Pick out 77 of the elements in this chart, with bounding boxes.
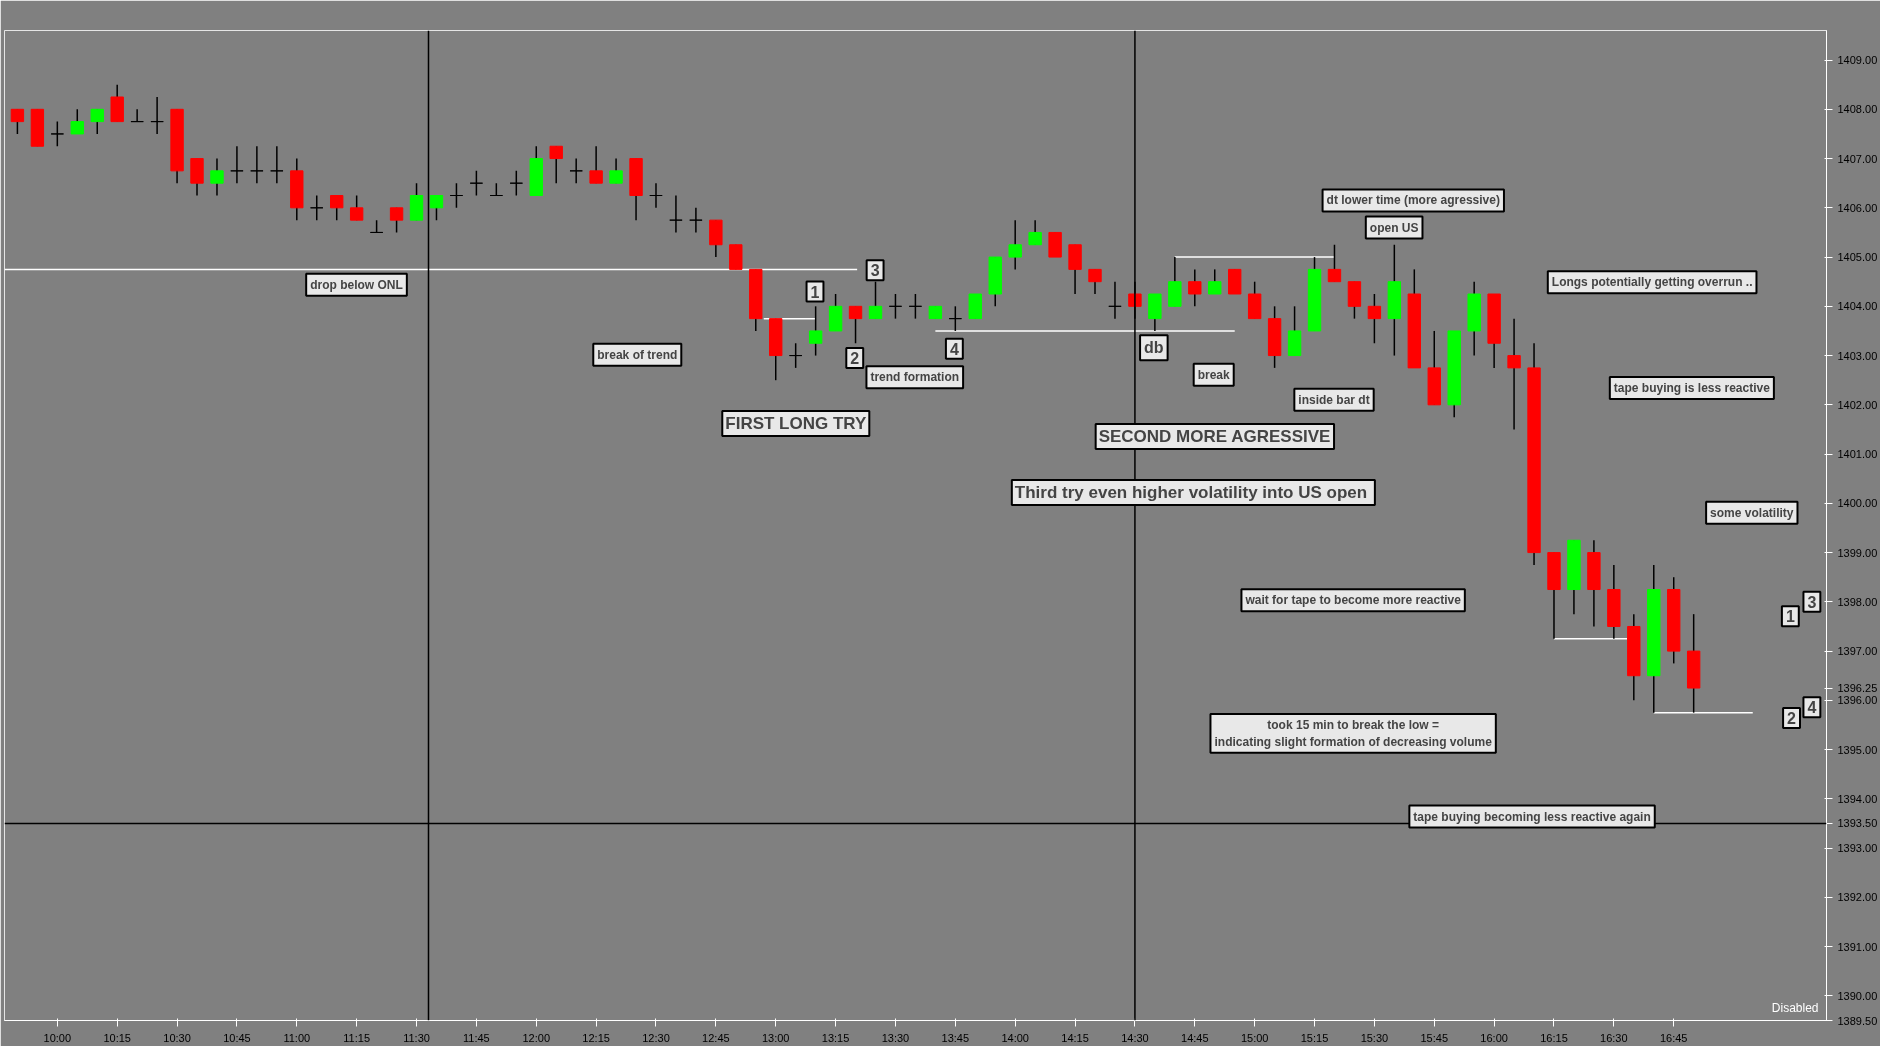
x-tick-label: 15:45 [1420, 1031, 1449, 1044]
y-tick-label: 1393.50 [1837, 817, 1878, 830]
annotation: FIRST LONG TRY [725, 414, 867, 434]
annotation: SECOND MORE AGRESSIVE [1098, 426, 1331, 446]
x-tick-label: 11:30 [403, 1031, 430, 1044]
x-tick-label: 12:45 [702, 1031, 730, 1044]
y-tick-label: 1397.00 [1837, 645, 1878, 658]
y-tick-label: 1405.00 [1837, 251, 1878, 264]
annotation: 1 [1785, 608, 1795, 626]
annotation: wait for tape to become more reactive [1244, 593, 1462, 608]
annotation: dt lower time (more agressive) [1326, 193, 1500, 208]
annotation: 1 [810, 283, 820, 301]
y-tick-label: 1393.00 [1837, 842, 1878, 855]
x-tick-label: 16:00 [1480, 1031, 1508, 1044]
x-tick-label: 11:00 [283, 1031, 311, 1044]
y-tick-label: 1392.00 [1837, 891, 1878, 904]
x-tick-label: 13:30 [881, 1031, 910, 1044]
y-tick-label: 1408.00 [1837, 103, 1878, 116]
annotation: 4 [1807, 699, 1817, 717]
x-tick-label: 10:00 [43, 1031, 72, 1044]
y-tick-label: 1401.00 [1837, 448, 1878, 461]
annotation: some volatility [1710, 505, 1794, 520]
annotation: break of trend [597, 347, 678, 362]
annotation: 3 [1807, 593, 1817, 611]
x-tick-label: 13:00 [761, 1031, 790, 1044]
y-tick-label: 1389.50 [1837, 1014, 1878, 1027]
y-tick-label: 1398.00 [1837, 595, 1878, 608]
annotation: drop below ONL [310, 277, 403, 292]
annotation: 2 [850, 350, 860, 368]
x-tick-label: 10:45 [223, 1031, 251, 1044]
x-tick-label: 15:00 [1240, 1031, 1269, 1044]
y-tick-label: 1407.00 [1837, 152, 1878, 165]
x-tick-label: 14:15 [1061, 1031, 1089, 1044]
x-tick-label: 10:30 [163, 1031, 191, 1044]
x-tick-label: 15:15 [1300, 1031, 1329, 1044]
annotation: Third try even higher volatility into US open [1014, 483, 1368, 503]
y-tick-label: 1406.00 [1837, 201, 1878, 214]
x-tick-label: 12:30 [642, 1031, 670, 1044]
y-tick-label: 1403.00 [1837, 349, 1878, 362]
y-tick-label: 1394.00 [1837, 792, 1878, 805]
annotation: break [1197, 367, 1231, 382]
x-tick-label: 14:00 [1001, 1031, 1029, 1044]
annotation: tape buying becoming less reactive again [1413, 809, 1651, 824]
annotation: Disabled [1771, 1000, 1819, 1015]
y-tick-label: 1399.00 [1837, 546, 1878, 559]
annotation: 2 [1787, 710, 1797, 728]
annotation: Longs potentially getting overrun .. [1551, 275, 1753, 290]
y-tick-label: 1396.25 [1837, 682, 1878, 695]
x-tick-label: 13:45 [941, 1031, 970, 1044]
x-tick-label: 16:15 [1540, 1031, 1568, 1044]
y-tick-label: 1391.00 [1837, 940, 1878, 953]
x-tick-label: 11:15 [343, 1031, 371, 1044]
x-tick-label: 13:15 [821, 1031, 850, 1044]
annotation: inside bar dt [1298, 392, 1370, 407]
annotation: 4 [949, 340, 959, 358]
x-tick-label: 14:30 [1121, 1031, 1149, 1044]
x-tick-label: 12:00 [522, 1031, 551, 1044]
annotation: took 15 min to break the low = indicating slight formation of decreasing volume [1214, 718, 1493, 749]
annotation: open US [1369, 220, 1419, 235]
y-tick-label: 1396.00 [1837, 694, 1878, 707]
annotation: 3 [870, 262, 880, 280]
y-tick-label: 1409.00 [1837, 54, 1878, 67]
x-tick-label: 11:45 [463, 1031, 490, 1044]
x-tick-label: 14:45 [1181, 1031, 1209, 1044]
x-tick-label: 12:15 [582, 1031, 610, 1044]
x-tick-label: 15:30 [1360, 1031, 1389, 1044]
annotation: db [1144, 339, 1164, 357]
y-tick-label: 1402.00 [1837, 398, 1878, 411]
annotation: trend formation [870, 370, 960, 385]
y-tick-label: 1390.00 [1837, 989, 1878, 1002]
y-tick-label: 1400.00 [1837, 497, 1878, 510]
y-tick-label: 1395.00 [1837, 743, 1878, 756]
x-tick-label: 16:45 [1659, 1031, 1688, 1044]
x-tick-label: 10:15 [103, 1031, 131, 1044]
x-tick-label: 16:30 [1600, 1031, 1628, 1044]
y-tick-label: 1404.00 [1837, 300, 1878, 313]
annotation: tape buying is less reactive [1613, 381, 1771, 396]
